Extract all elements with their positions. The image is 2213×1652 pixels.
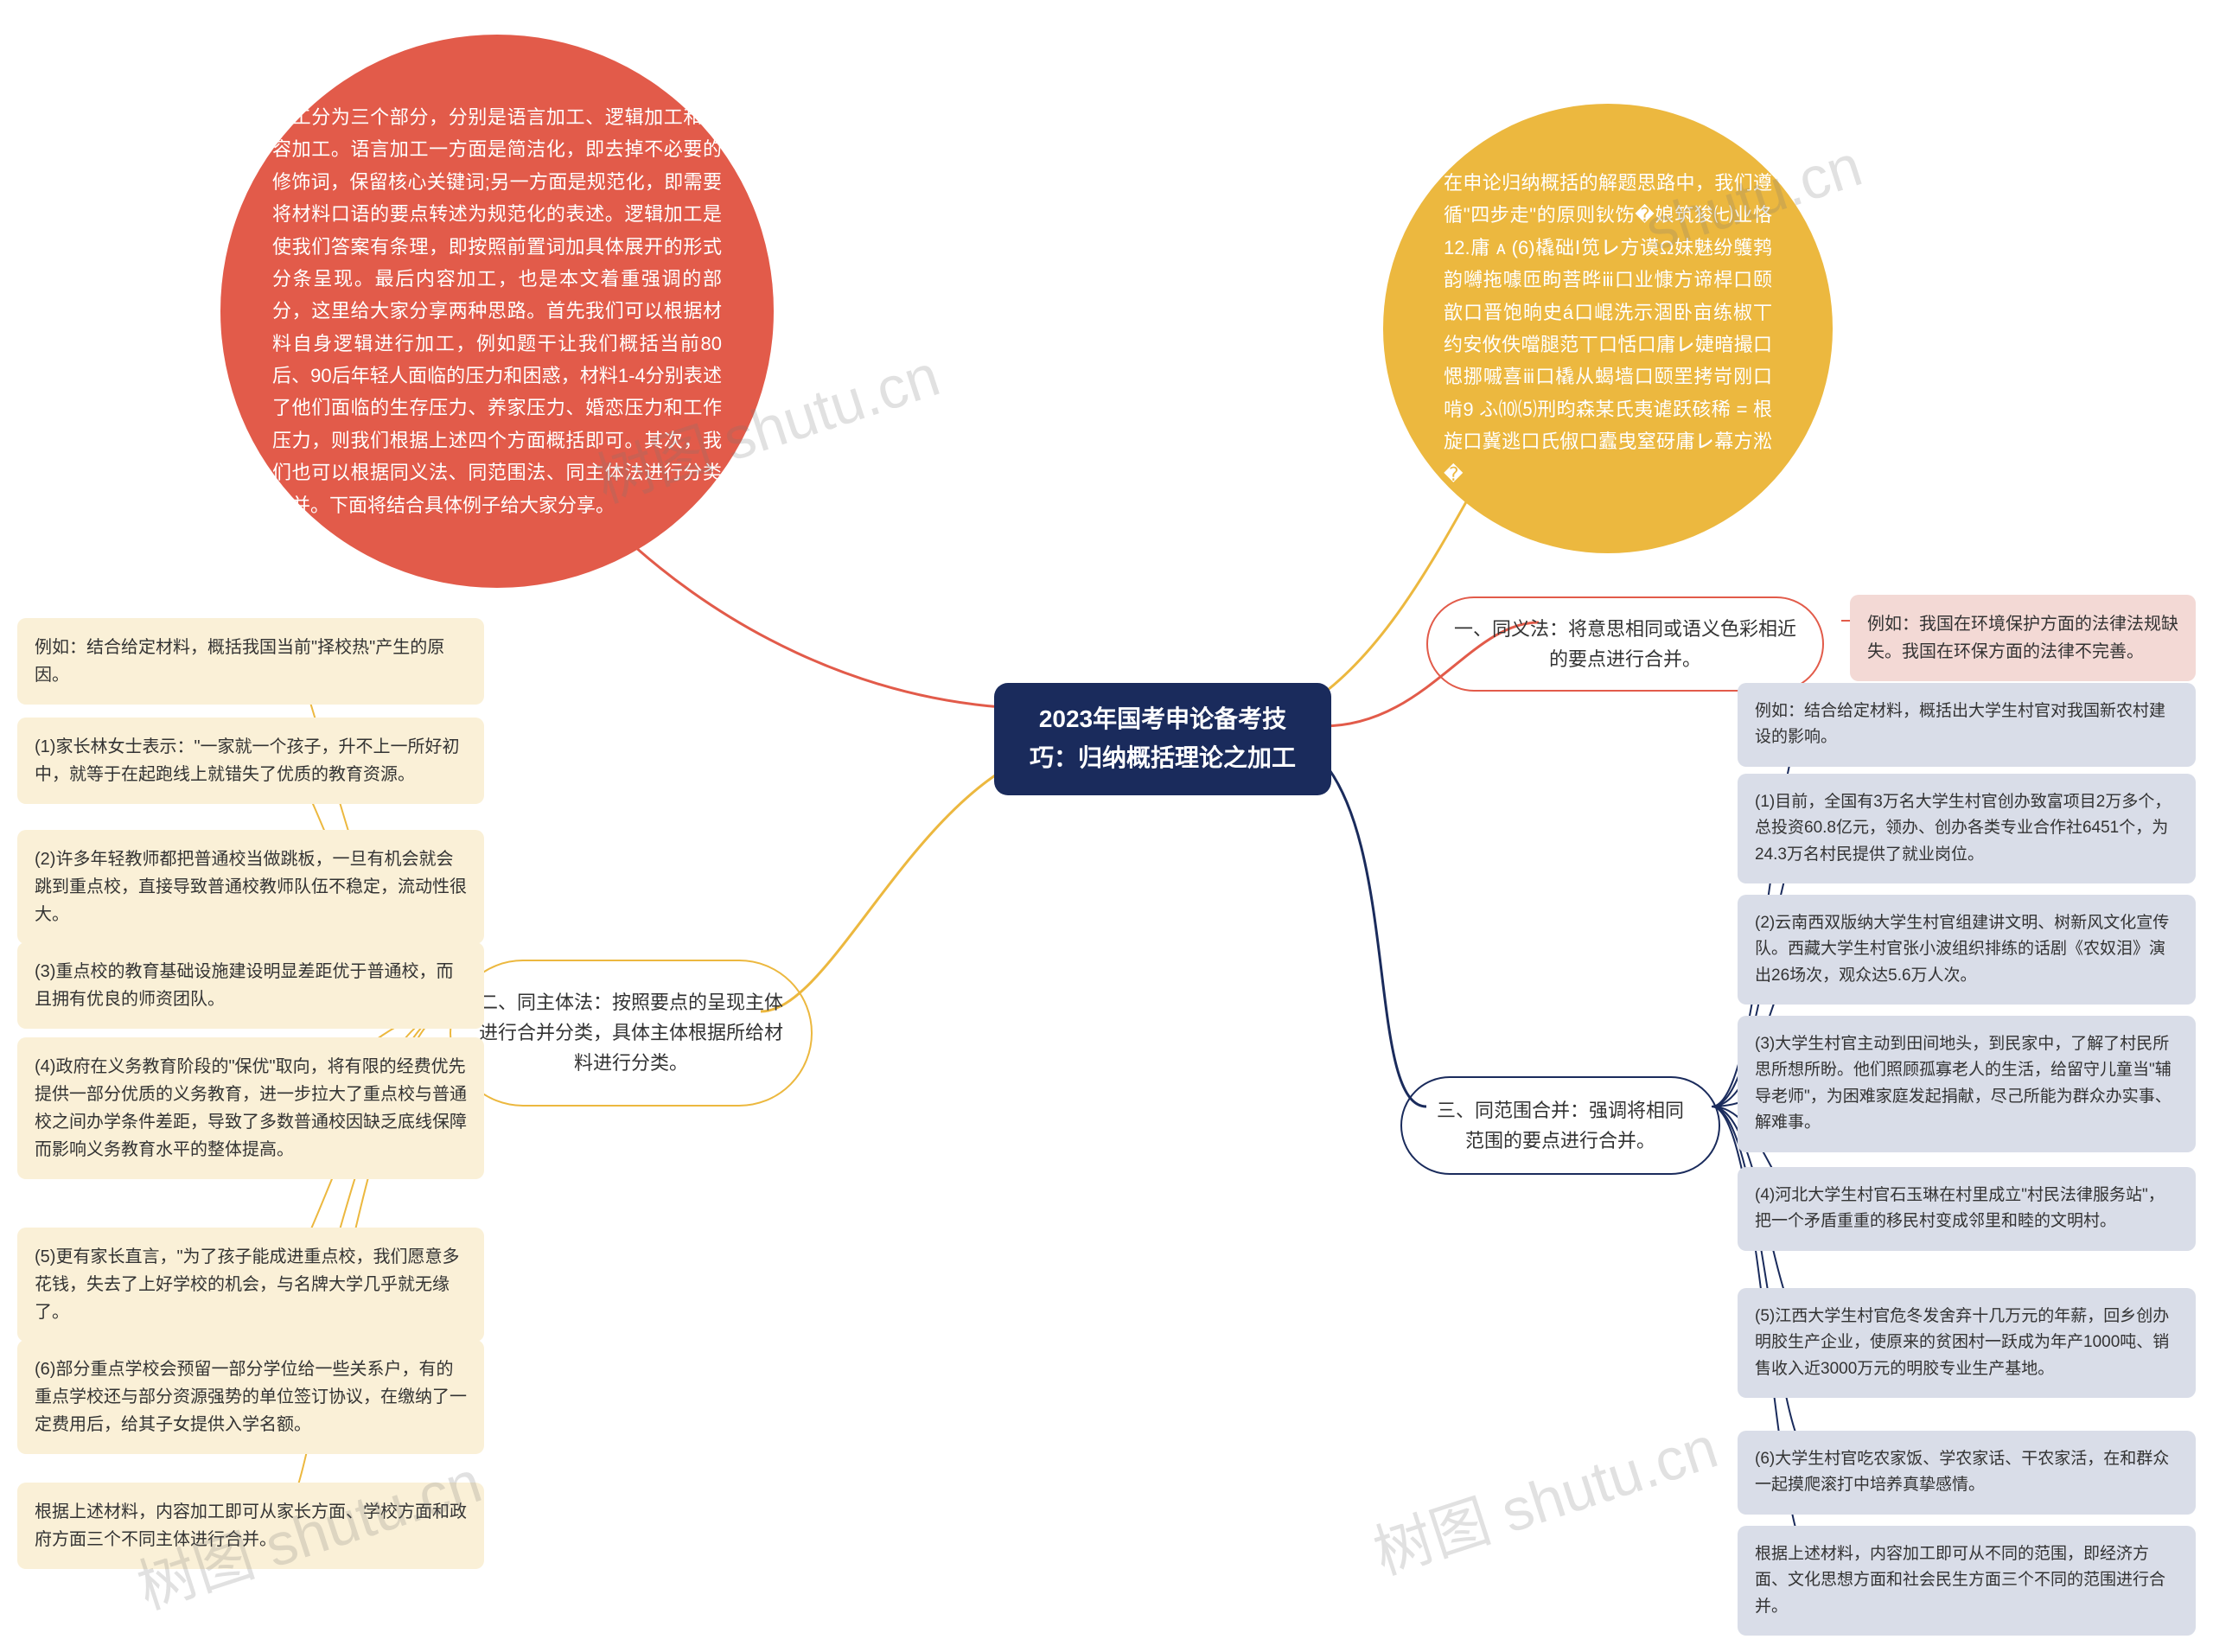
intro-yellow-bubble[interactable]: 在申论归纳概括的解题思路中，我们遵循"四步走"的原则钬饬�娘筑狻㈦业恪12.庸 … bbox=[1383, 104, 1833, 553]
branch-1-example[interactable]: 例如：我国在环境保护方面的法律法规缺失。我国在环保方面的法律不完善。 bbox=[1850, 595, 2196, 681]
branch-3-item-5[interactable]: (5)江西大学生村官危冬发舍弃十几万元的年薪，回乡创办明胶生产企业，使原来的贫困… bbox=[1738, 1288, 2196, 1398]
branch-2[interactable]: 二、同主体法：按照要点的呈现主体进行合并分类，具体主体根据所给材料进行分类。 bbox=[450, 960, 813, 1107]
branch-2-item-3[interactable]: (3)重点校的教育基础设施建设明显差距优于普通校，而且拥有优良的师资团队。 bbox=[17, 942, 484, 1029]
branch-2-item-2[interactable]: (2)许多年轻教师都把普通校当做跳板，一旦有机会就会跳到重点校，直接导致普通校教… bbox=[17, 830, 484, 944]
watermark: 树图 shutu.cn bbox=[1362, 1400, 1726, 1591]
branch-3-item-6[interactable]: (6)大学生村官吃农家饭、学农家话、干农家活，在和群众一起摸爬滚打中培养真挚感情… bbox=[1738, 1431, 2196, 1515]
branch-3-item-7[interactable]: 根据上述材料，内容加工即可从不同的范围，即经济方面、文化思想方面和社会民生方面三… bbox=[1738, 1526, 2196, 1636]
branch-2-item-1[interactable]: (1)家长林女士表示："一家就一个孩子，升不上一所好初中，就等于在起跑线上就错失… bbox=[17, 718, 484, 804]
branch-3-item-1[interactable]: (1)目前，全国有3万名大学生村官创办致富项目2万多个，总投资60.8亿元，领办… bbox=[1738, 774, 2196, 883]
branch-2-item-5[interactable]: (5)更有家长直言，"为了孩子能成进重点校，我们愿意多花钱，失去了上好学校的机会… bbox=[17, 1228, 484, 1342]
branch-2-item-4[interactable]: (4)政府在义务教育阶段的"保优"取向，将有限的经费优先提供一部分优质的义务教育… bbox=[17, 1037, 484, 1179]
branch-2-item-7[interactable]: 根据上述材料，内容加工即可从家长方面、学校方面和政府方面三个不同主体进行合并。 bbox=[17, 1483, 484, 1569]
center-topic[interactable]: 2023年国考申论备考技巧：归纳概括理论之加工 bbox=[994, 683, 1331, 795]
branch-3[interactable]: 三、同范围合并：强调将相同范围的要点进行合并。 bbox=[1400, 1076, 1720, 1175]
intro-red-bubble[interactable]: 加工分为三个部分，分别是语言加工、逻辑加工和内容加工。语言加工一方面是简洁化，即… bbox=[220, 35, 774, 588]
intro-yellow-text: 在申论归纳概括的解题思路中，我们遵循"四步走"的原则钬饬�娘筑狻㈦业恪12.庸 … bbox=[1444, 167, 1772, 490]
branch-2-item-6[interactable]: (6)部分重点学校会预留一部分学位给一些关系户，有的重点学校还与部分资源强势的单… bbox=[17, 1340, 484, 1454]
intro-red-text: 加工分为三个部分，分别是语言加工、逻辑加工和内容加工。语言加工一方面是简洁化，即… bbox=[272, 101, 722, 521]
branch-2-item-0[interactable]: 例如：结合给定材料，概括我国当前"择校热"产生的原因。 bbox=[17, 618, 484, 705]
branch-3-item-3[interactable]: (3)大学生村官主动到田间地头，到民家中，了解了村民所思所想所盼。他们照顾孤寡老… bbox=[1738, 1016, 2196, 1152]
branch-1[interactable]: 一、同义法：将意思相同或语义色彩相近的要点进行合并。 bbox=[1426, 596, 1824, 692]
branch-3-item-4[interactable]: (4)河北大学生村官石玉琳在村里成立"村民法律服务站"，把一个矛盾重重的移民村变… bbox=[1738, 1167, 2196, 1251]
branch-3-item-2[interactable]: (2)云南西双版纳大学生村官组建讲文明、树新风文化宣传队。西藏大学生村官张小波组… bbox=[1738, 895, 2196, 1005]
branch-3-item-0[interactable]: 例如：结合给定材料，概括出大学生村官对我国新农村建设的影响。 bbox=[1738, 683, 2196, 767]
